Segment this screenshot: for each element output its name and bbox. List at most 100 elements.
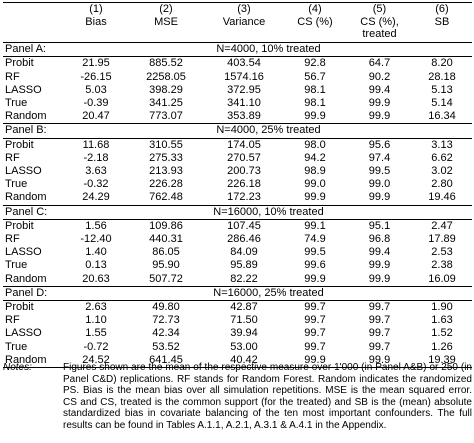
table-cell: 1.55 <box>85 327 107 340</box>
table-row: LASSO 3.63 213.93 200.73 98.9 99.5 3.02 <box>3 165 472 178</box>
table-cell: 507.72 <box>127 272 205 287</box>
table-cell: 39.94 <box>230 327 258 340</box>
table-row: Probit 21.95 885.52 403.54 92.8 64.7 8.20 <box>3 57 472 71</box>
table-row: True -0.39 341.25 341.10 98.1 99.9 5.14 <box>3 97 472 110</box>
column-number: (3) <box>205 2 283 17</box>
panel-header-row: Panel D: N=16000, 25% treated <box>3 286 472 302</box>
table-cell: 762.48 <box>127 191 205 206</box>
row-label: RF <box>5 233 20 246</box>
row-label: Random <box>3 272 65 287</box>
table-row: LASSO 5.03 398.29 372.95 98.1 99.4 5.13 <box>3 84 472 97</box>
row-label: Probit <box>5 301 34 314</box>
row-label: RF <box>5 70 20 83</box>
table-cell: 200.73 <box>227 165 261 178</box>
column-header: SB <box>412 16 472 44</box>
table-cell: 1.63 <box>431 314 453 327</box>
row-label: RF <box>5 151 20 164</box>
table-cell: 86.05 <box>152 246 180 259</box>
table-cell: 99.9 <box>347 191 412 206</box>
table-cell: 99.5 <box>368 165 391 178</box>
table-cell: 98.1 <box>304 97 326 110</box>
table-cell: 97.4 <box>368 151 391 164</box>
row-label: Probit <box>5 138 34 151</box>
column-number: (5) <box>347 2 412 17</box>
table-cell: 3.02 <box>431 165 453 178</box>
column-number <box>3 2 65 17</box>
table-row: RF 1.10 72.73 71.50 99.7 99.7 1.63 <box>3 314 472 327</box>
row-label: LASSO <box>5 246 42 259</box>
notes-label: Notes: <box>3 362 32 373</box>
table-cell: 92.8 <box>304 57 326 70</box>
table-cell: 310.55 <box>149 138 183 151</box>
panel-setting: N=4000, 10% treated <box>65 42 472 58</box>
table-cell: 3.63 <box>85 165 107 178</box>
table-cell: 99.4 <box>368 83 391 96</box>
table-cell: 71.50 <box>230 314 258 327</box>
table-cell: 353.89 <box>205 110 283 125</box>
table-cell: 6.62 <box>431 151 453 164</box>
table-cell: 2258.05 <box>146 70 186 83</box>
table-cell: 11.68 <box>82 138 110 151</box>
table-row: Probit 11.68 310.55 174.05 98.0 95.6 3.13 <box>3 138 472 152</box>
table-cell: 28.18 <box>428 70 456 83</box>
table-cell: 172.23 <box>205 191 283 206</box>
table-cell: 213.93 <box>149 165 183 178</box>
table-cell: 99.9 <box>283 110 347 125</box>
table-cell: 19.46 <box>412 191 472 206</box>
table-cell: -12.40 <box>80 233 112 246</box>
table-cell: 24.52 <box>65 353 127 369</box>
notes-text: Figures shown are the mean of the respec… <box>63 362 472 431</box>
table-cell: 99.1 <box>304 219 326 232</box>
table-cell: 42.87 <box>230 301 258 314</box>
table-cell: 74.9 <box>304 233 326 246</box>
table-cell: 99.4 <box>368 246 391 259</box>
row-label: LASSO <box>5 165 42 178</box>
table-cell: 275.33 <box>149 151 183 164</box>
column-header: Variance <box>205 16 283 44</box>
column-number: (6) <box>412 2 472 17</box>
table-row: Random 24.29 762.48 172.23 99.9 99.9 19.46 <box>3 191 472 206</box>
table-cell: 341.25 <box>149 97 183 110</box>
table-cell: 403.54 <box>227 57 261 70</box>
table-row: True 0.13 95.90 95.89 99.6 99.9 2.38 <box>3 259 472 272</box>
panel-header-row: Panel B: N=4000, 25% treated <box>3 123 472 139</box>
table-cell: 1.90 <box>431 301 453 314</box>
table-cell: 64.7 <box>368 57 391 70</box>
panel-setting: N=16000, 10% treated <box>65 205 472 220</box>
table-cell: 99.9 <box>347 353 412 369</box>
row-label: Random <box>3 353 65 369</box>
table-cell: 84.09 <box>230 246 258 259</box>
table-cell: 773.07 <box>127 110 205 125</box>
table-cell: 72.73 <box>152 314 180 327</box>
table-cell: 2.63 <box>85 301 107 314</box>
table-cell: 20.63 <box>65 272 127 287</box>
table-cell: -0.72 <box>83 340 109 353</box>
table-cell: 398.29 <box>149 83 183 96</box>
table-cell: 99.5 <box>304 246 326 259</box>
table-cell: 99.9 <box>283 191 347 206</box>
table-cell: 2.47 <box>431 219 453 232</box>
table-cell: 24.29 <box>65 191 127 206</box>
table-cell: 372.95 <box>227 83 261 96</box>
table-cell: 19.39 <box>412 353 472 369</box>
table-cell: 226.18 <box>227 178 261 191</box>
table-cell: 286.46 <box>227 233 261 246</box>
table-cell: 90.2 <box>368 70 391 83</box>
table-cell: 99.7 <box>304 301 326 314</box>
table-cell: 99.9 <box>283 353 347 369</box>
table-cell: 1.56 <box>85 219 107 232</box>
column-number: (1) <box>65 2 127 17</box>
table-cell: 16.34 <box>412 110 472 125</box>
table-cell: -0.32 <box>83 178 109 191</box>
row-label: True <box>5 340 28 353</box>
table-row: Probit 1.56 109.86 107.45 99.1 95.1 2.47 <box>3 219 472 233</box>
table-cell: 17.89 <box>428 233 456 246</box>
table-cell: 56.7 <box>304 70 326 83</box>
table-row: RF -12.40 440.31 286.46 74.9 96.8 17.89 <box>3 233 472 246</box>
column-header: CS (%), treated <box>347 16 412 44</box>
table-cell: 5.13 <box>431 83 453 96</box>
table-row: LASSO 1.55 42.34 39.94 99.7 99.7 1.52 <box>3 327 472 340</box>
panel-title: Panel C: <box>3 205 65 220</box>
table-cell: 1.26 <box>431 340 453 353</box>
table-cell: 99.7 <box>368 301 391 314</box>
